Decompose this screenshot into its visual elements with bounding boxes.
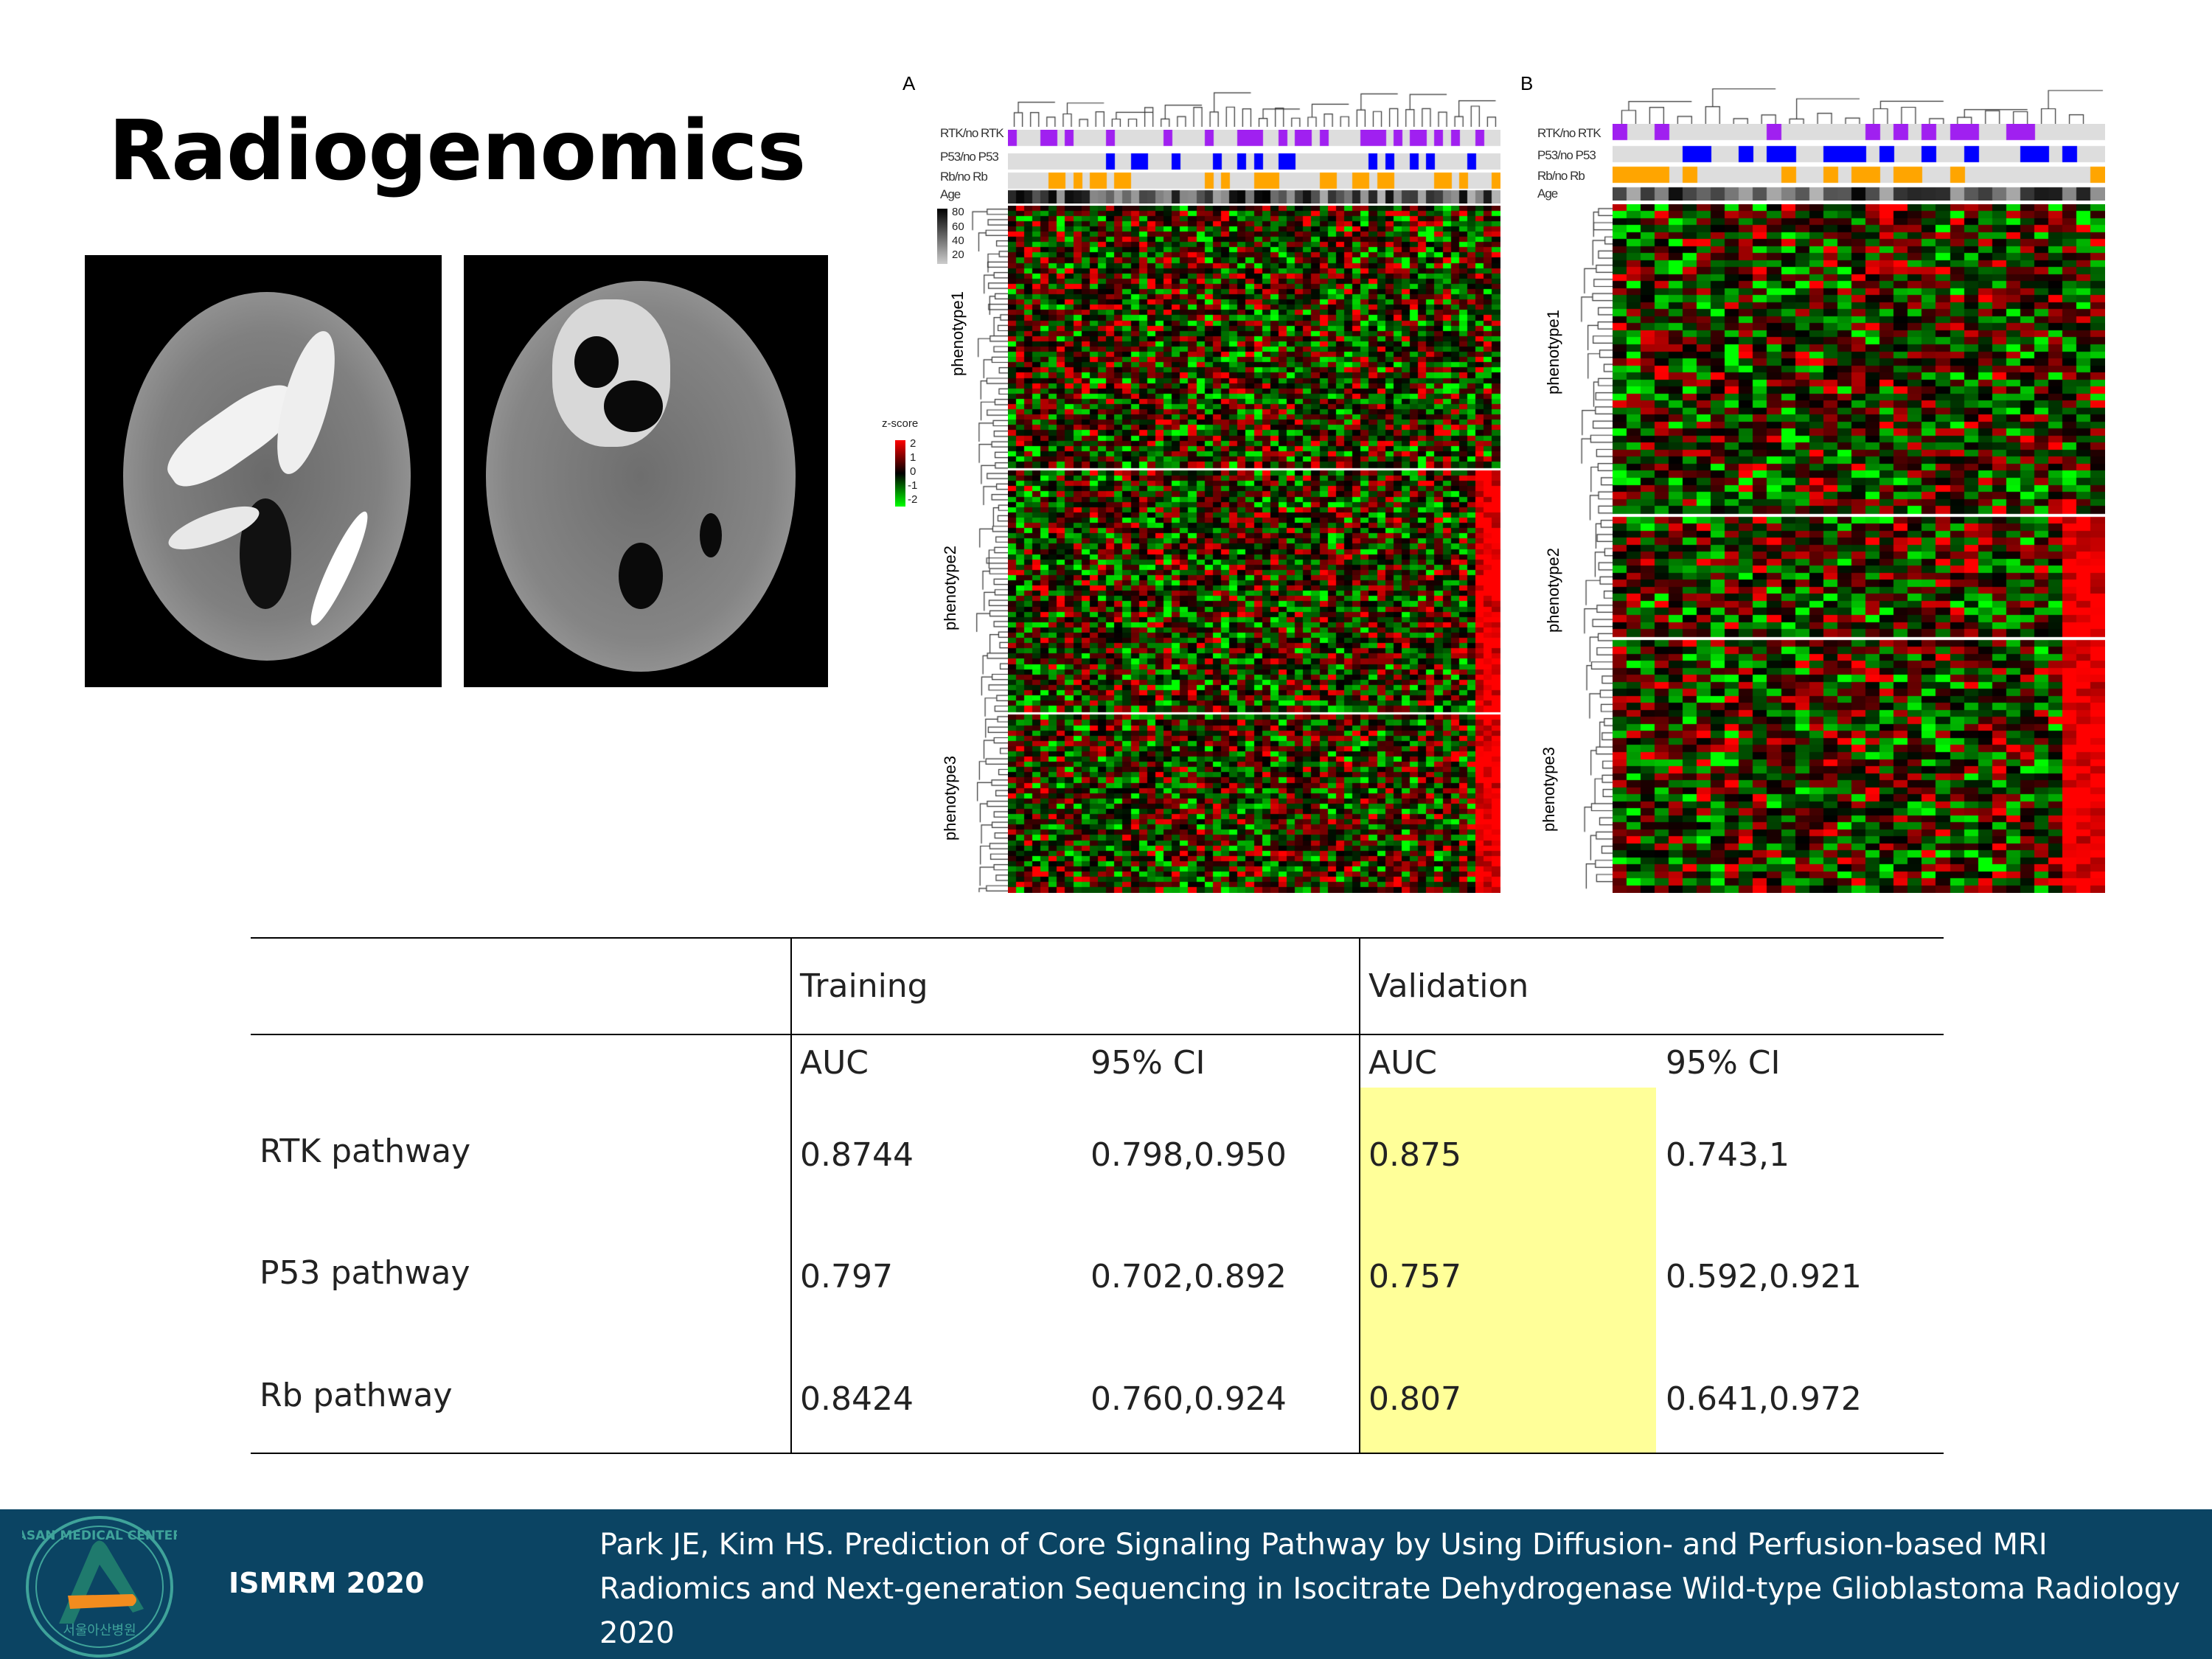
validation-auc-highlight	[1360, 1088, 1656, 1453]
annotation-bars-b	[1613, 124, 2105, 201]
val-auc: 0.807	[1368, 1380, 1461, 1418]
annotation-label-age-b: Age	[1537, 187, 1558, 201]
age-legend-bar	[937, 209, 947, 264]
table-divider-validation	[1359, 938, 1360, 1453]
val-ci: 0.743,1	[1666, 1136, 1790, 1174]
panel-b-label: B	[1520, 72, 1534, 94]
zscore-legend-0: 0	[910, 465, 917, 478]
citation-line-3: 2020	[599, 1616, 675, 1650]
annotation-label-rtk-b: RTK/no RTK	[1537, 126, 1601, 140]
citation-line-2: Radiomics and Next-generation Sequencing…	[599, 1572, 2180, 1606]
train-ci: 0.760,0.924	[1091, 1380, 1287, 1418]
svg-text:ASAN MEDICAL CENTER: ASAN MEDICAL CENTER	[22, 1528, 177, 1543]
train-auc: 0.8424	[800, 1380, 914, 1418]
train-ci: 0.798,0.950	[1091, 1136, 1287, 1174]
subheader-train-ci: 95% CI	[1091, 1044, 1206, 1082]
row-dendrogram-a	[970, 206, 1008, 894]
annotation-label-rtk: RTK/no RTK	[940, 126, 1004, 140]
asan-medical-center-logo: 서울아산병원 ASAN MEDICAL CENTER	[22, 1516, 177, 1658]
column-dendrogram-a	[1010, 88, 1500, 127]
row-label: P53 pathway	[260, 1254, 470, 1292]
annotation-label-rb-b: Rb/no Rb	[1537, 169, 1585, 183]
zscore-legend-1: 1	[910, 451, 917, 464]
conference-label: ISMRM 2020	[229, 1567, 425, 1599]
table-header-rule	[251, 1034, 1944, 1035]
header-validation: Validation	[1368, 967, 1529, 1005]
phenotype3-label-a: phenotype3	[941, 756, 959, 841]
phenotype3-label-b: phenotype3	[1540, 747, 1558, 832]
age-legend-60: 60	[952, 220, 964, 233]
zscore-legend-bar	[895, 440, 905, 507]
row-label: Rb pathway	[260, 1377, 453, 1414]
zscore-legend-title: z-score	[882, 417, 919, 430]
annotation-label-age: Age	[940, 187, 961, 201]
slide-title: Radiogenomics	[108, 103, 806, 199]
age-legend-80: 80	[952, 206, 964, 218]
train-auc: 0.797	[800, 1258, 893, 1295]
phenotype2-label-b: phenotype2	[1544, 548, 1562, 633]
column-dendrogram-b	[1615, 88, 2104, 127]
mri-image-diffusion	[85, 255, 442, 687]
row-label: RTK pathway	[260, 1133, 471, 1170]
zscore-legend-2: 2	[910, 437, 917, 450]
val-auc: 0.757	[1368, 1258, 1461, 1295]
footer-bar	[0, 1509, 2212, 1659]
mri-image-perfusion	[464, 255, 828, 687]
heatmap-b	[1613, 204, 2105, 893]
row-dendrogram-b	[1576, 205, 1613, 892]
svg-text:서울아산병원: 서울아산병원	[63, 1623, 136, 1638]
annotation-label-rb: Rb/no Rb	[940, 170, 988, 184]
panel-a-label: A	[902, 72, 916, 94]
phenotype1-label-a: phenotype1	[948, 291, 967, 376]
train-auc: 0.8744	[800, 1136, 914, 1174]
train-ci: 0.702,0.892	[1091, 1258, 1287, 1295]
annotation-label-p53-b: P53/no P53	[1537, 148, 1596, 162]
subheader-val-auc: AUC	[1368, 1044, 1438, 1082]
subheader-train-auc: AUC	[800, 1044, 869, 1082]
citation-line-1: Park JE, Kim HS. Prediction of Core Sign…	[599, 1528, 2048, 1562]
table-top-rule	[251, 937, 1944, 939]
age-legend-20: 20	[952, 248, 964, 261]
header-training: Training	[800, 967, 928, 1005]
val-ci: 0.592,0.921	[1666, 1258, 1862, 1295]
zscore-legend-m2: -2	[908, 493, 918, 506]
heatmap-a	[1008, 206, 1500, 893]
age-legend-40: 40	[952, 234, 964, 247]
val-auc: 0.875	[1368, 1136, 1461, 1174]
annotation-label-p53: P53/no P53	[940, 150, 999, 164]
table-bottom-rule	[251, 1453, 1944, 1454]
phenotype1-label-b: phenotype1	[1544, 310, 1562, 394]
zscore-legend-m1: -1	[908, 479, 918, 492]
val-ci: 0.641,0.972	[1666, 1380, 1862, 1418]
subheader-val-ci: 95% CI	[1666, 1044, 1781, 1082]
annotation-bars-a	[1008, 130, 1500, 204]
table-divider-training	[790, 938, 792, 1453]
phenotype2-label-a: phenotype2	[941, 546, 959, 630]
